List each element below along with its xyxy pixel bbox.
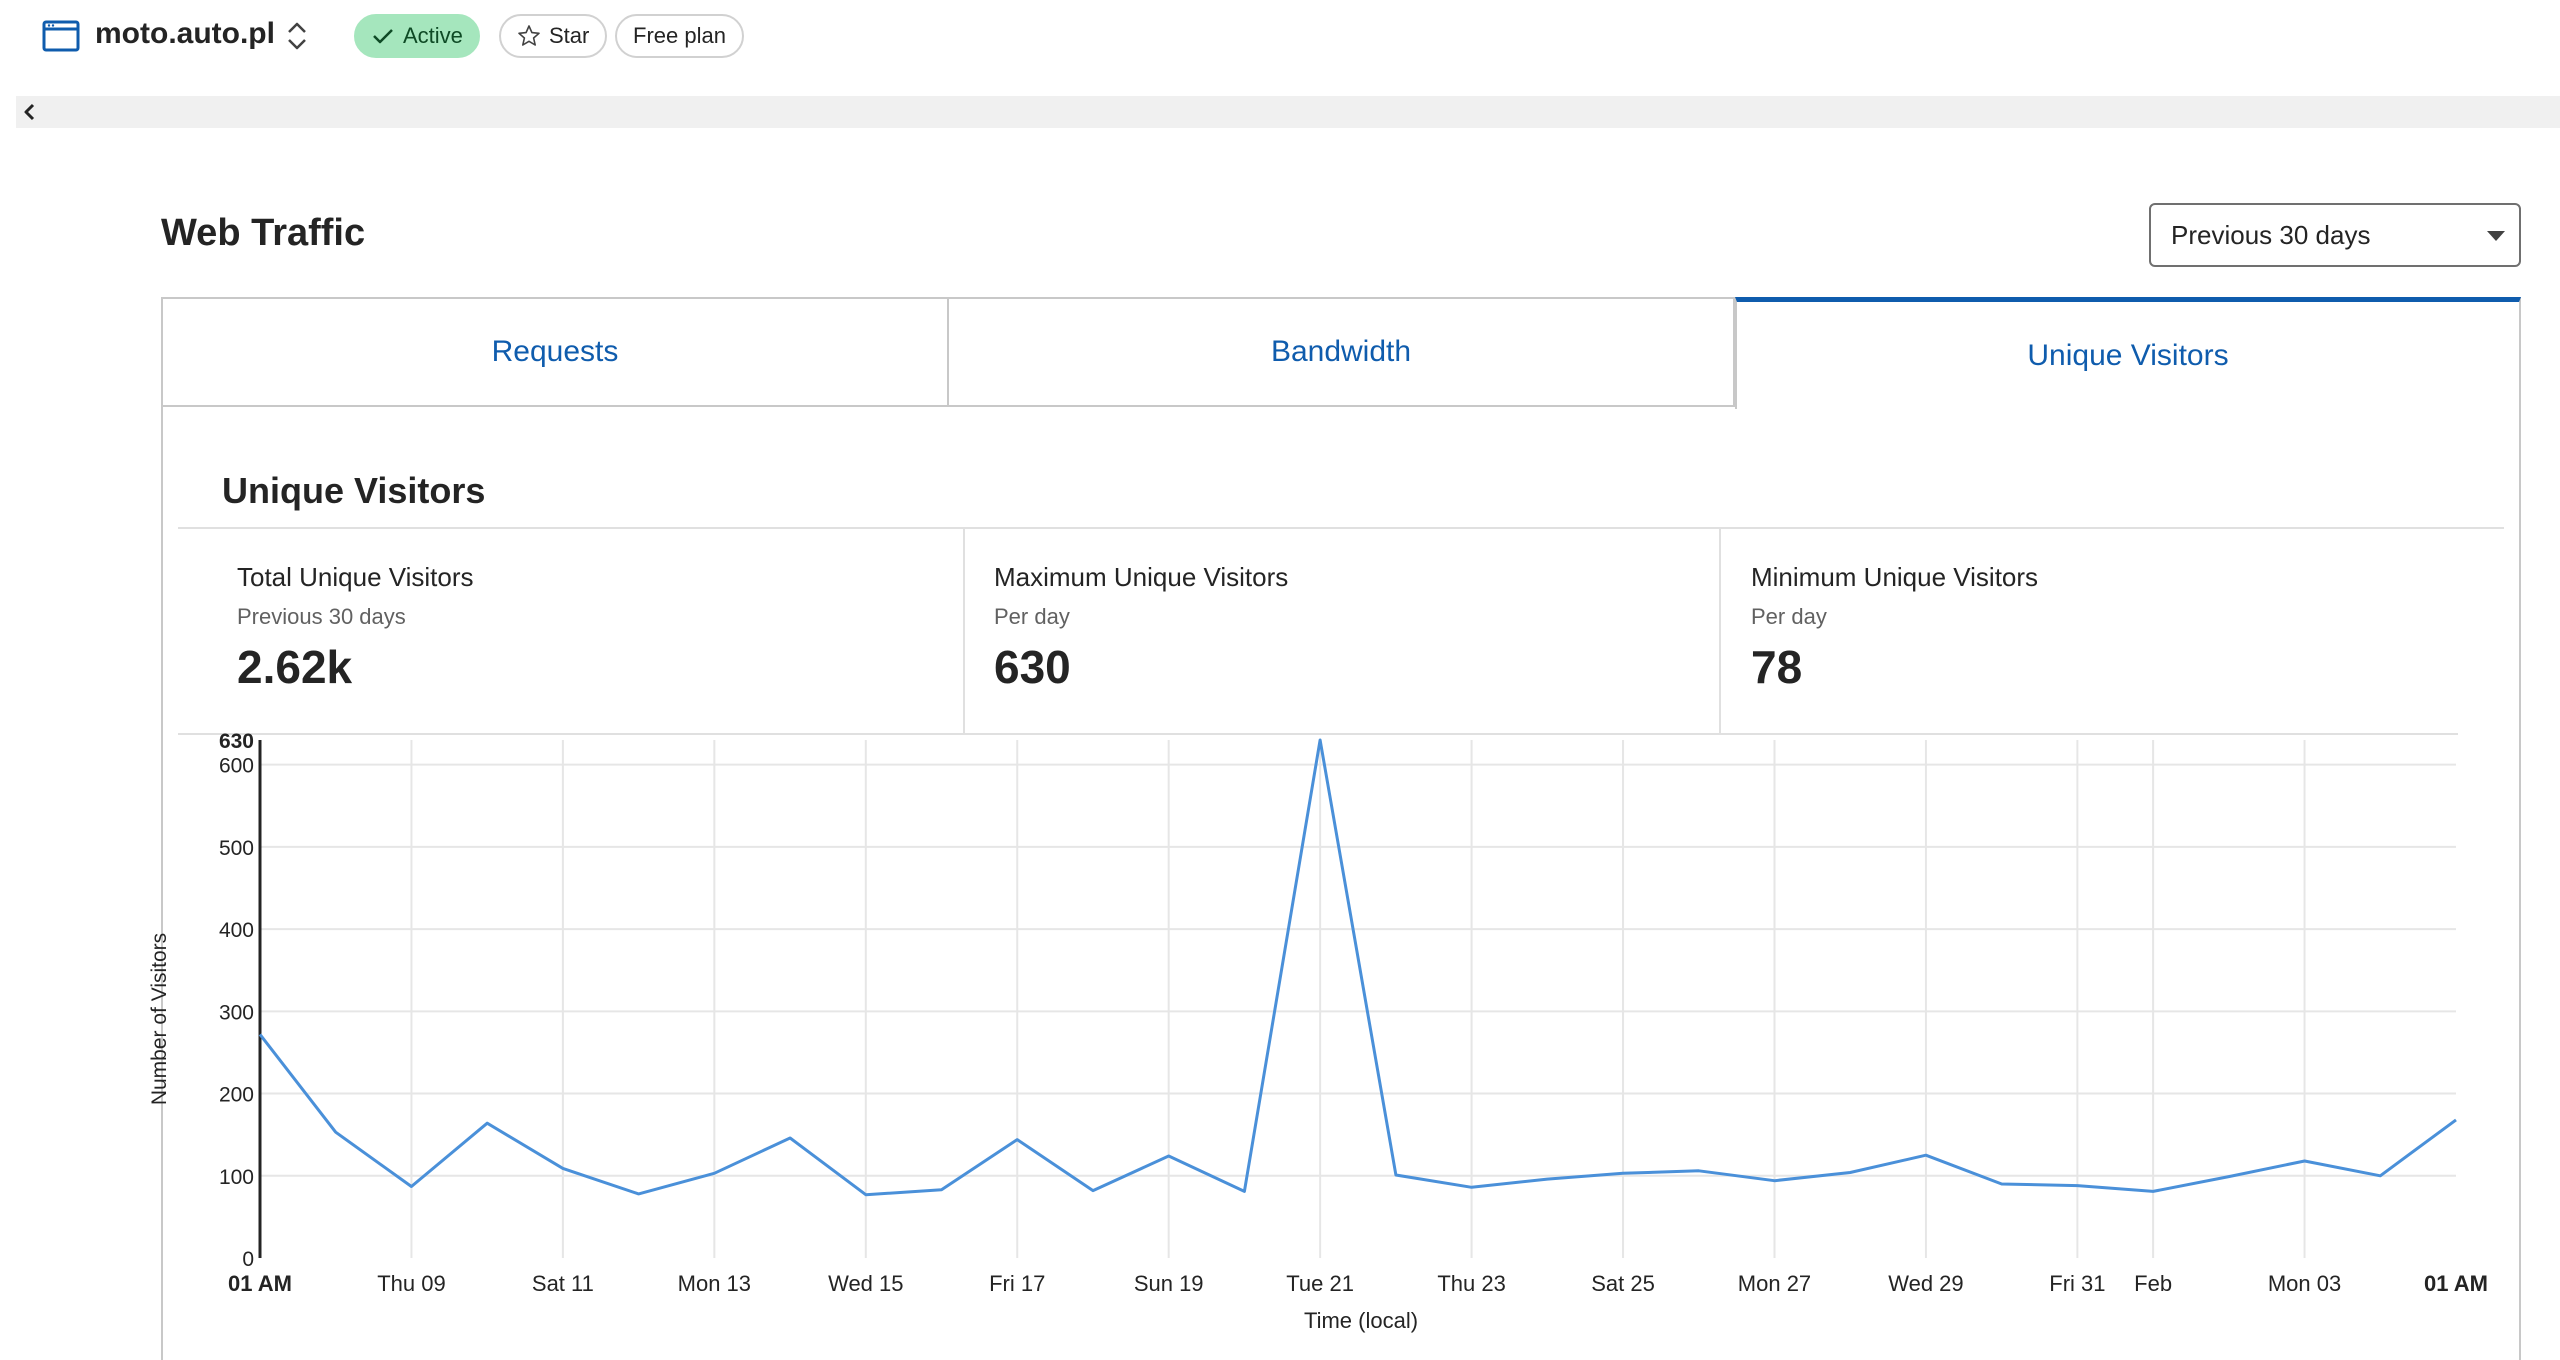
- time-range-value: Previous 30 days: [2171, 219, 2371, 250]
- tab-unique-visitors-label: Unique Visitors: [2027, 338, 2229, 372]
- tab-requests[interactable]: Requests: [161, 297, 949, 407]
- stat-label: Maximum Unique Visitors: [994, 562, 1289, 592]
- visitors-panel: [161, 405, 2521, 1360]
- tab-bandwidth[interactable]: Bandwidth: [947, 297, 1735, 407]
- stat-label: Minimum Unique Visitors: [1751, 562, 2039, 592]
- collapse-sidebar-button[interactable]: [16, 96, 44, 128]
- tab-requests-label: Requests: [491, 335, 619, 368]
- stat-sublabel: Per day: [1751, 604, 1827, 629]
- status-badge-label: Active: [403, 23, 463, 48]
- traffic-tabs: Requests Bandwidth Unique Visitors: [161, 297, 2521, 409]
- time-range-dropdown[interactable]: Previous 30 days: [2149, 203, 2521, 267]
- stat-value: 78: [1751, 641, 1803, 693]
- plan-badge-label: Free plan: [633, 23, 726, 48]
- section-title: Web Traffic: [161, 212, 366, 254]
- collapse-bar: [16, 96, 2560, 128]
- caret-down-icon: [2487, 231, 2505, 241]
- status-badge: Active: [354, 14, 480, 58]
- chevron-up-down-icon[interactable]: [283, 18, 311, 54]
- panel-title: Unique Visitors: [222, 470, 486, 511]
- tab-bandwidth-label: Bandwidth: [1270, 335, 1412, 368]
- star-icon: [518, 25, 540, 46]
- chevron-left-icon: [24, 103, 35, 121]
- divider: [963, 529, 965, 734]
- star-button[interactable]: Star: [499, 14, 608, 58]
- site-header: moto.auto.pl Active Star Free plan: [0, 0, 2560, 74]
- divider: [178, 733, 2458, 735]
- divider: [1719, 529, 1721, 734]
- stat-sublabel: Previous 30 days: [237, 604, 406, 629]
- star-button-label: Star: [549, 23, 590, 48]
- divider: [178, 527, 2504, 529]
- tab-unique-visitors[interactable]: Unique Visitors: [1735, 297, 2521, 409]
- site-name: moto.auto.pl: [95, 17, 275, 50]
- stat-value: 630: [994, 641, 1071, 693]
- plan-badge: Free plan: [615, 14, 744, 58]
- checkmark-icon: [373, 29, 393, 44]
- browser-window-icon: [42, 20, 80, 52]
- stat-sublabel: Per day: [994, 604, 1070, 629]
- stat-label: Total Unique Visitors: [237, 562, 474, 592]
- stat-value: 2.62k: [237, 641, 353, 693]
